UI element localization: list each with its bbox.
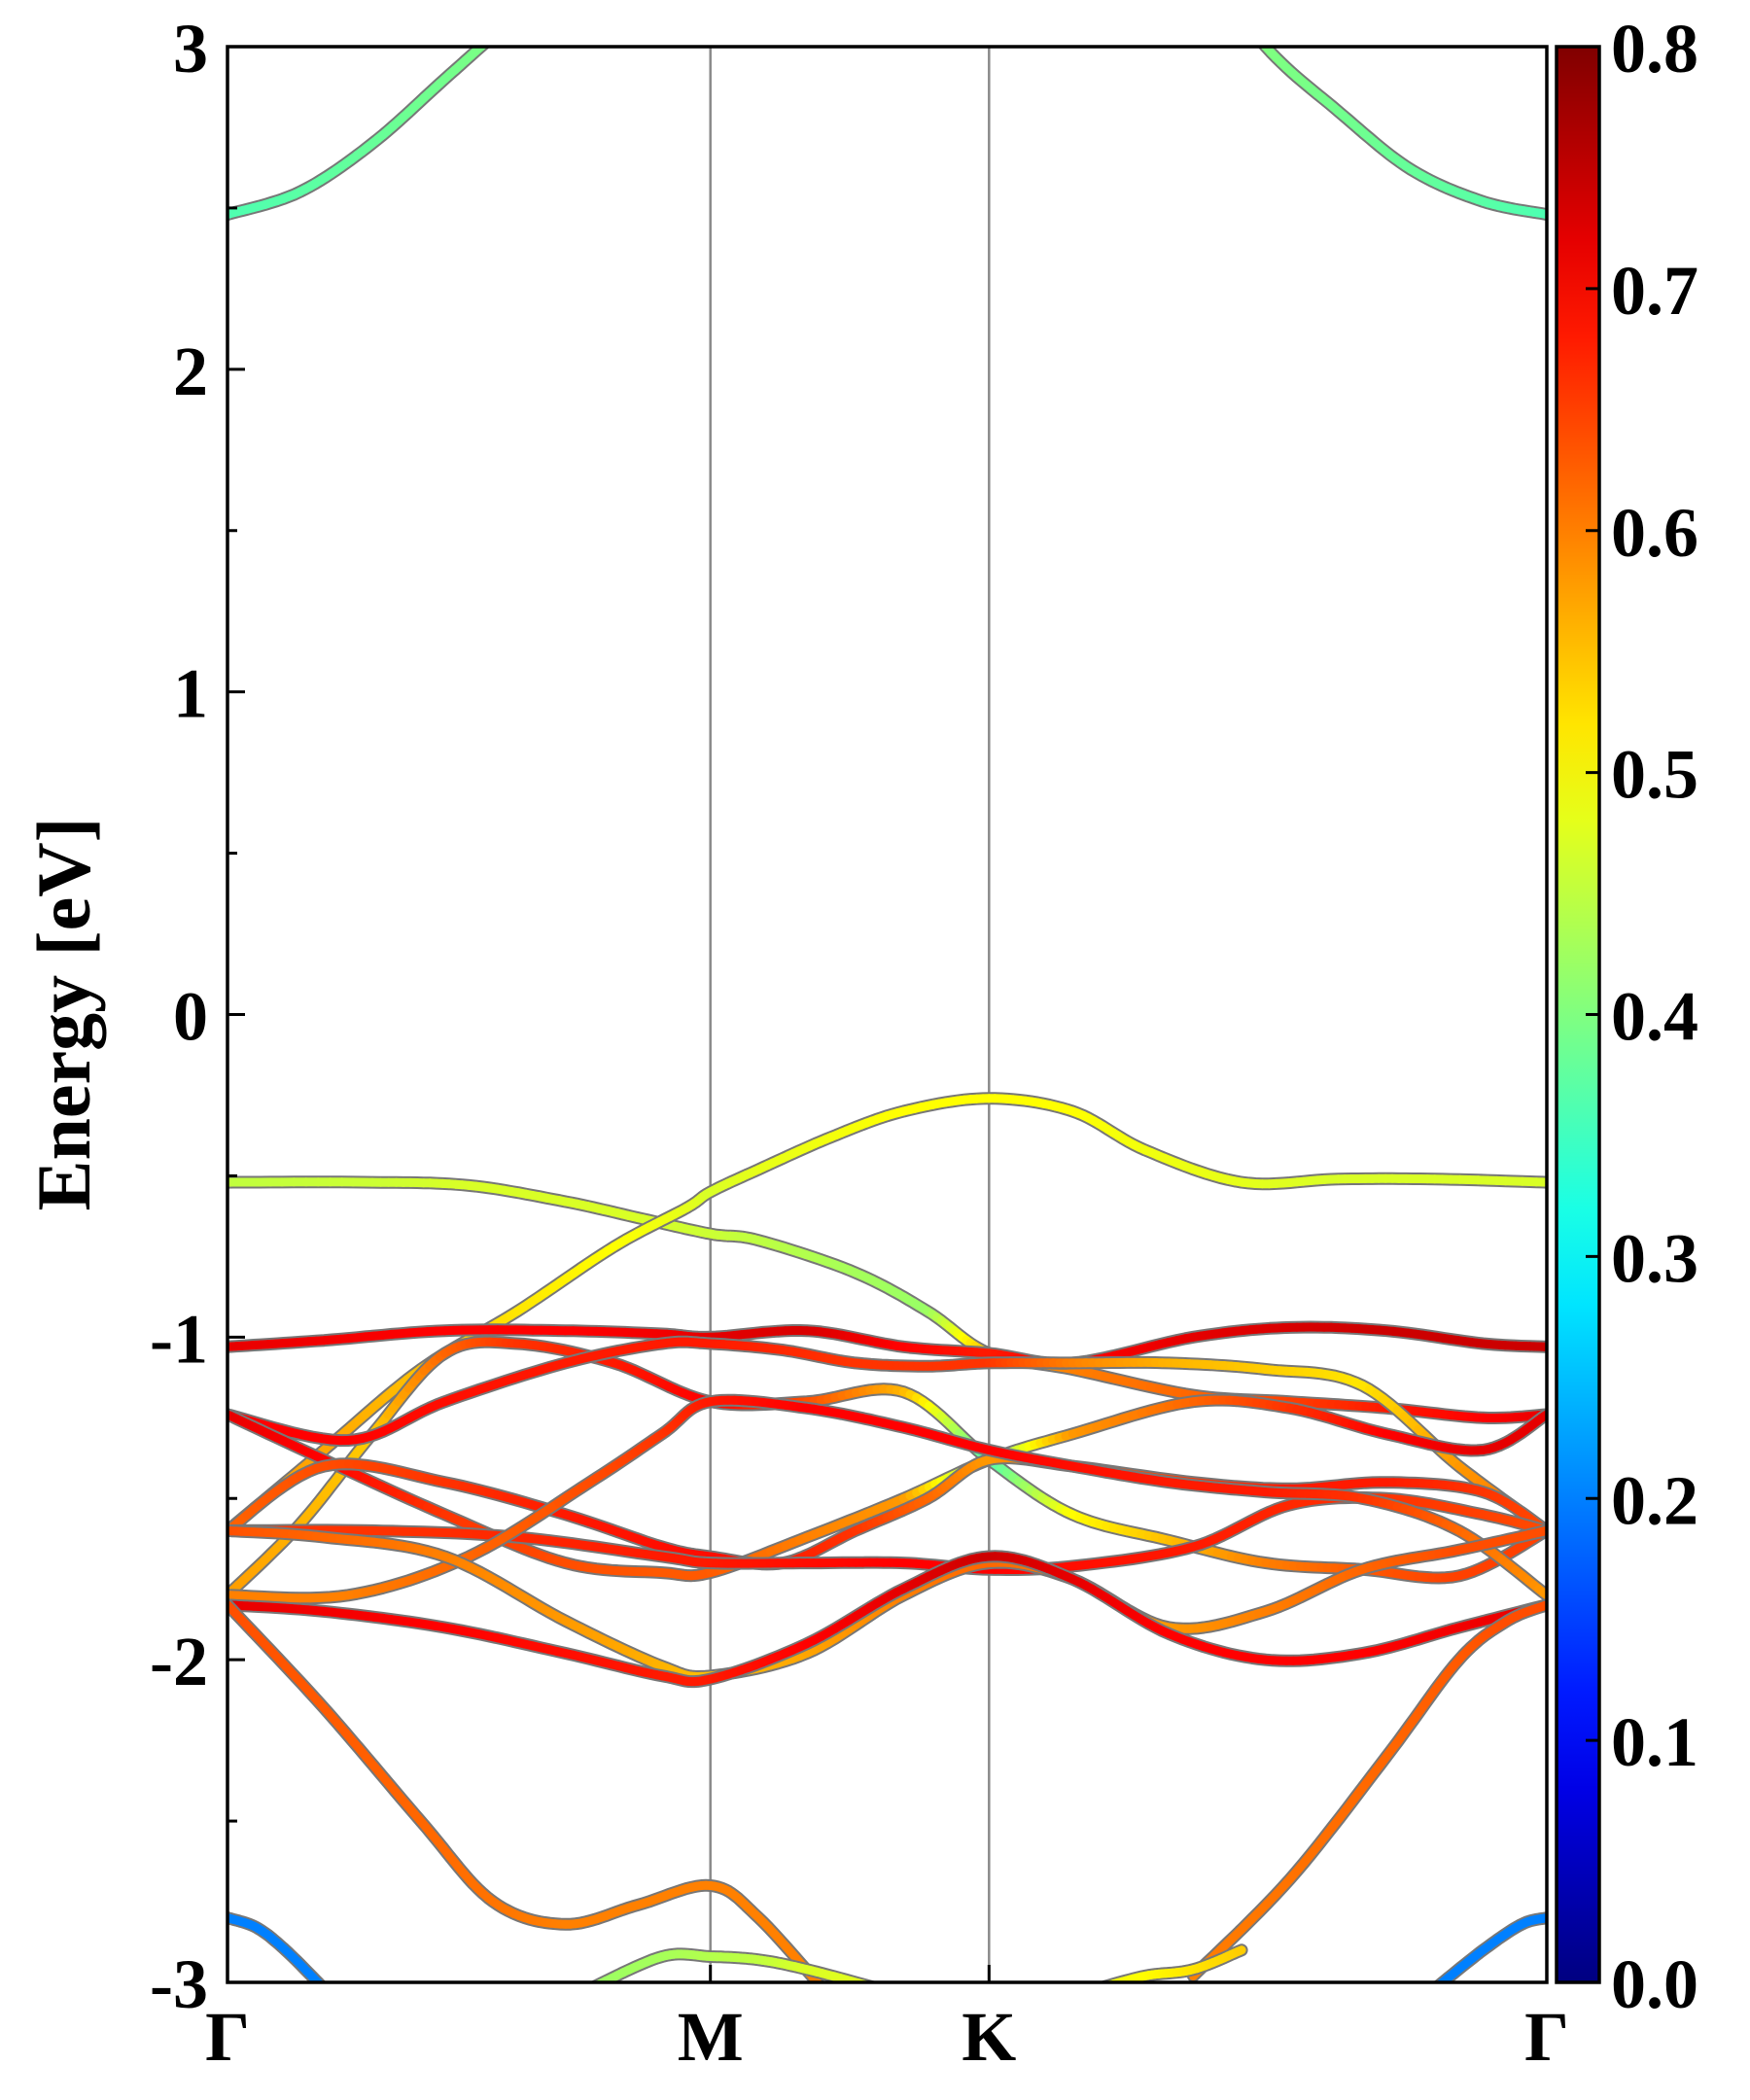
y-axis-ticks: 3 2 1 0 -1 -2 -3 bbox=[150, 10, 245, 2023]
band-14 bbox=[228, 1598, 826, 1982]
x-tick-label: K bbox=[962, 1998, 1016, 2076]
colorbar-tick-label: 0.3 bbox=[1611, 1219, 1698, 1297]
y-tick-label: 1 bbox=[173, 655, 208, 733]
colorbar-tick-label: 0.6 bbox=[1611, 494, 1698, 572]
band-2 bbox=[1257, 47, 1547, 222]
band-16 bbox=[588, 1947, 881, 1982]
band-1 bbox=[228, 47, 491, 222]
band-18 bbox=[228, 1911, 327, 1982]
kpath-vertical-lines bbox=[709, 47, 991, 1982]
colorbar-tick-label: 0.4 bbox=[1611, 978, 1698, 1056]
band-3 bbox=[228, 1175, 1547, 1424]
y-tick-label: 0 bbox=[173, 978, 208, 1056]
y-tick-label: -3 bbox=[150, 1945, 208, 2023]
band-7 bbox=[228, 1335, 1547, 1537]
colorbar-tick-label: 0.8 bbox=[1611, 10, 1698, 88]
band-19 bbox=[1432, 1911, 1547, 1982]
bands bbox=[228, 47, 1547, 1982]
band-11 bbox=[228, 1393, 1547, 1605]
y-axis-label: Energy [eV] bbox=[21, 817, 106, 1210]
colorbar-ticks: 0.8 0.7 0.6 0.5 0.4 0.3 0.2 0.1 0.0 bbox=[1586, 10, 1698, 2023]
band-13 bbox=[228, 1550, 1547, 1689]
colorbar-tick-label: 0.5 bbox=[1611, 736, 1698, 814]
band-segment bbox=[1235, 1945, 1246, 1956]
colorbar-tick-label: 0.7 bbox=[1611, 252, 1698, 330]
colorbar-tick-label: 0.0 bbox=[1611, 1945, 1698, 2023]
x-tick-label: Γ bbox=[205, 1998, 250, 2076]
x-tick-label: M bbox=[678, 1998, 744, 2076]
colorbar-tick-label: 0.2 bbox=[1611, 1461, 1698, 1539]
y-tick-label: 3 bbox=[173, 10, 208, 88]
y-tick-label: 2 bbox=[173, 332, 208, 410]
y-tick-label: -2 bbox=[150, 1623, 208, 1700]
x-tick-label: Γ bbox=[1524, 1998, 1569, 2076]
y-tick-label: -1 bbox=[150, 1300, 208, 1378]
colorbar-tick-label: 0.1 bbox=[1611, 1703, 1698, 1781]
